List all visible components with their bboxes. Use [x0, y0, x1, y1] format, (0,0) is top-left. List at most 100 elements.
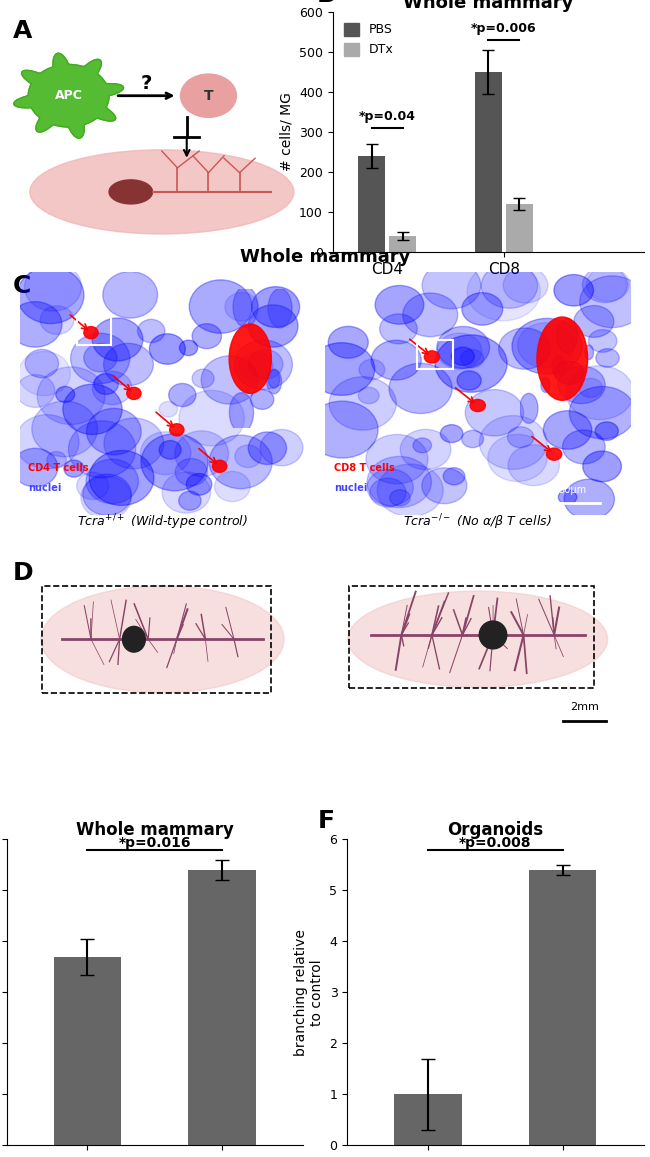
- Circle shape: [329, 377, 396, 430]
- Circle shape: [15, 414, 79, 469]
- Circle shape: [437, 326, 489, 368]
- Circle shape: [371, 340, 421, 379]
- Circle shape: [159, 401, 177, 417]
- Circle shape: [239, 352, 273, 381]
- Circle shape: [225, 293, 259, 320]
- Circle shape: [260, 429, 303, 466]
- Circle shape: [202, 356, 258, 404]
- Circle shape: [359, 360, 385, 379]
- Circle shape: [488, 434, 547, 481]
- Circle shape: [266, 369, 281, 393]
- Text: B: B: [317, 0, 336, 7]
- Y-axis label: # cells/ MG: # cells/ MG: [280, 93, 294, 171]
- Circle shape: [517, 323, 574, 368]
- Circle shape: [370, 478, 406, 507]
- Circle shape: [467, 263, 540, 320]
- Circle shape: [250, 390, 274, 410]
- Circle shape: [574, 305, 614, 338]
- Text: *p=0.04: *p=0.04: [359, 110, 415, 123]
- Circle shape: [86, 459, 138, 503]
- Circle shape: [192, 369, 214, 388]
- Text: nuclei: nuclei: [28, 482, 62, 493]
- Circle shape: [390, 489, 410, 506]
- Circle shape: [451, 347, 474, 366]
- Circle shape: [127, 388, 141, 399]
- Circle shape: [248, 432, 287, 464]
- Circle shape: [422, 263, 481, 309]
- Circle shape: [554, 274, 593, 305]
- Circle shape: [150, 333, 185, 364]
- Text: DTR: DTR: [474, 0, 502, 2]
- Circle shape: [170, 423, 184, 436]
- Circle shape: [580, 275, 645, 327]
- Circle shape: [440, 425, 463, 443]
- Title: Whole mammary: Whole mammary: [403, 0, 573, 12]
- Circle shape: [214, 471, 250, 502]
- Circle shape: [508, 444, 560, 486]
- Circle shape: [435, 334, 507, 392]
- Circle shape: [233, 287, 258, 327]
- Bar: [188, 870, 255, 1145]
- Title: $Tcra^{-/-}$ (No $\alpha$/$\beta$ T cells): $Tcra^{-/-}$ (No $\alpha$/$\beta$ T cell…: [404, 513, 552, 532]
- Circle shape: [309, 342, 375, 396]
- Circle shape: [306, 401, 378, 458]
- Circle shape: [162, 472, 211, 514]
- Circle shape: [403, 293, 458, 337]
- Circle shape: [92, 371, 132, 405]
- Circle shape: [248, 349, 283, 379]
- Title: Organoids: Organoids: [447, 821, 543, 840]
- Bar: [417, 340, 453, 369]
- Circle shape: [64, 460, 84, 477]
- Title: Whole mammary: Whole mammary: [240, 248, 410, 266]
- Circle shape: [367, 456, 432, 508]
- Title: $Tcra^{+/+}$ (Wild-type control): $Tcra^{+/+}$ (Wild-type control): [77, 513, 248, 532]
- Circle shape: [377, 464, 443, 516]
- Bar: [395, 1095, 462, 1145]
- Text: D: D: [13, 561, 34, 584]
- Circle shape: [71, 333, 130, 384]
- Circle shape: [512, 318, 582, 374]
- Circle shape: [179, 492, 201, 510]
- Ellipse shape: [109, 179, 153, 204]
- Bar: [389, 236, 416, 252]
- Ellipse shape: [30, 149, 294, 234]
- Ellipse shape: [479, 621, 507, 649]
- Circle shape: [424, 351, 439, 363]
- Circle shape: [86, 408, 141, 455]
- Circle shape: [103, 344, 153, 385]
- Circle shape: [462, 430, 484, 448]
- Circle shape: [56, 386, 75, 403]
- Bar: [54, 957, 121, 1145]
- Circle shape: [547, 448, 562, 460]
- Circle shape: [596, 348, 619, 367]
- Circle shape: [366, 435, 428, 484]
- Circle shape: [181, 74, 237, 117]
- Circle shape: [137, 319, 165, 342]
- Circle shape: [595, 422, 618, 441]
- Circle shape: [268, 370, 280, 389]
- Circle shape: [558, 366, 605, 404]
- Circle shape: [169, 383, 196, 406]
- Text: nuclei: nuclei: [334, 482, 367, 493]
- Polygon shape: [14, 53, 124, 138]
- Title: Whole mammary: Whole mammary: [75, 821, 233, 840]
- Circle shape: [586, 267, 629, 301]
- Circle shape: [457, 371, 481, 390]
- Text: 50μm: 50μm: [558, 485, 586, 495]
- Circle shape: [213, 460, 227, 472]
- Circle shape: [566, 366, 634, 420]
- Circle shape: [503, 267, 548, 303]
- Circle shape: [235, 340, 292, 390]
- Text: *p=0.006: *p=0.006: [471, 22, 536, 35]
- Circle shape: [389, 363, 452, 413]
- Text: C: C: [13, 274, 31, 297]
- Circle shape: [583, 451, 621, 481]
- Circle shape: [179, 340, 198, 355]
- Circle shape: [209, 435, 272, 488]
- Circle shape: [89, 450, 154, 506]
- Circle shape: [584, 345, 593, 360]
- Circle shape: [508, 427, 534, 448]
- Circle shape: [541, 377, 550, 392]
- Text: 2mm: 2mm: [570, 702, 599, 712]
- Circle shape: [252, 287, 300, 327]
